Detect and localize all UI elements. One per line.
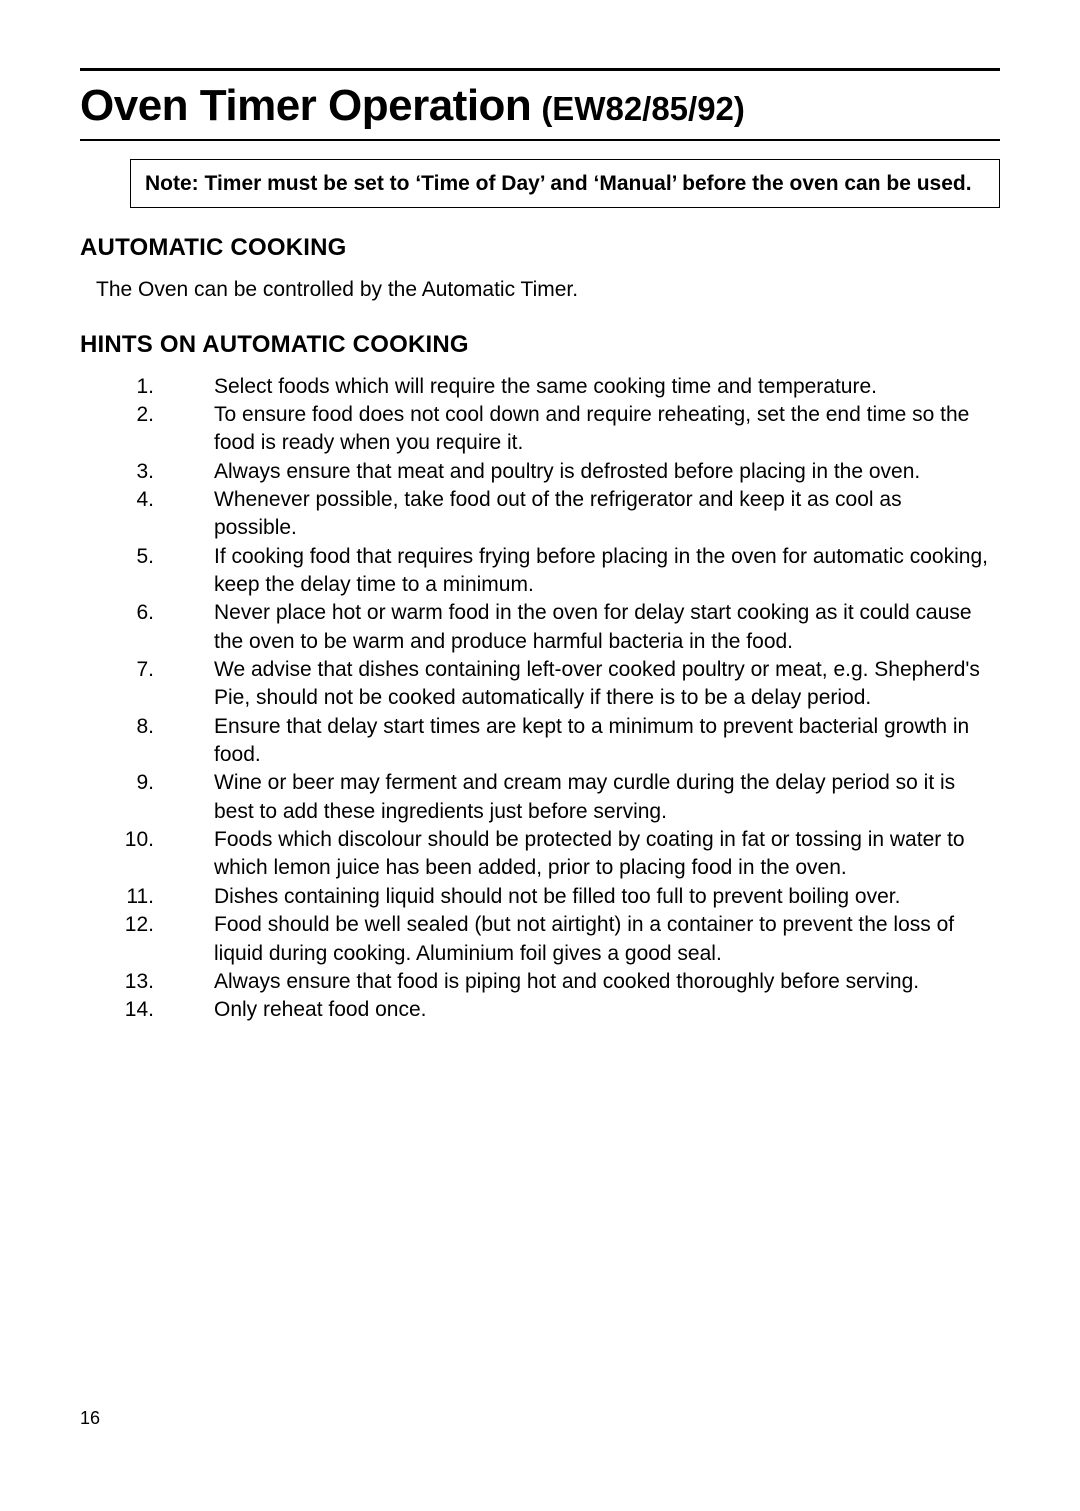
list-number: 8.	[118, 713, 214, 770]
list-number: 12.	[118, 911, 214, 968]
list-item: 5.If cooking food that requires frying b…	[118, 543, 1000, 600]
list-number: 5.	[118, 543, 214, 600]
list-item: 6.Never place hot or warm food in the ov…	[118, 599, 1000, 656]
list-item: 9.Wine or beer may ferment and cream may…	[118, 769, 1000, 826]
list-number: 4.	[118, 486, 214, 543]
list-text: Only reheat food once.	[214, 996, 1000, 1024]
list-number: 6.	[118, 599, 214, 656]
list-text: Food should be well sealed (but not airt…	[214, 911, 1000, 968]
list-text: To ensure food does not cool down and re…	[214, 401, 1000, 458]
title-rule-top	[80, 68, 1000, 71]
list-item: 2.To ensure food does not cool down and …	[118, 401, 1000, 458]
list-text: Always ensure that food is piping hot an…	[214, 968, 1000, 996]
list-number: 1.	[118, 373, 214, 401]
list-item: 7.We advise that dishes containing left-…	[118, 656, 1000, 713]
list-text: Whenever possible, take food out of the …	[214, 486, 1000, 543]
list-item: 8.Ensure that delay start times are kept…	[118, 713, 1000, 770]
section-heading-automatic: AUTOMATIC COOKING	[80, 234, 1000, 262]
list-number: 10.	[118, 826, 214, 883]
note-text: Note: Timer must be set to ‘Time of Day’…	[145, 172, 972, 195]
list-number: 13.	[118, 968, 214, 996]
page-number: 16	[80, 1408, 100, 1429]
list-text: If cooking food that requires frying bef…	[214, 543, 1000, 600]
list-number: 7.	[118, 656, 214, 713]
document-page: Oven Timer Operation (EW82/85/92) Note: …	[0, 0, 1080, 1025]
list-text: Never place hot or warm food in the oven…	[214, 599, 1000, 656]
list-item: 12.Food should be well sealed (but not a…	[118, 911, 1000, 968]
list-text: Wine or beer may ferment and cream may c…	[214, 769, 1000, 826]
list-text: Ensure that delay start times are kept t…	[214, 713, 1000, 770]
note-box: Note: Timer must be set to ‘Time of Day’…	[130, 159, 1000, 208]
list-number: 3.	[118, 458, 214, 486]
title-main: Oven Timer Operation	[80, 81, 531, 131]
list-number: 9.	[118, 769, 214, 826]
list-item: 1.Select foods which will require the sa…	[118, 373, 1000, 401]
list-item: 11.Dishes containing liquid should not b…	[118, 883, 1000, 911]
automatic-cooking-body: The Oven can be controlled by the Automa…	[96, 276, 1000, 304]
list-number: 11.	[118, 883, 214, 911]
title-sub: (EW82/85/92)	[541, 90, 745, 128]
page-title: Oven Timer Operation (EW82/85/92)	[80, 77, 1000, 137]
list-item: 3.Always ensure that meat and poultry is…	[118, 458, 1000, 486]
list-number: 14.	[118, 996, 214, 1024]
list-item: 13.Always ensure that food is piping hot…	[118, 968, 1000, 996]
list-text: Dishes containing liquid should not be f…	[214, 883, 1000, 911]
list-text: We advise that dishes containing left-ov…	[214, 656, 1000, 713]
list-item: 10.Foods which discolour should be prote…	[118, 826, 1000, 883]
list-text: Foods which discolour should be protecte…	[214, 826, 1000, 883]
list-item: 14.Only reheat food once.	[118, 996, 1000, 1024]
list-text: Always ensure that meat and poultry is d…	[214, 458, 1000, 486]
list-item: 4.Whenever possible, take food out of th…	[118, 486, 1000, 543]
list-text: Select foods which will require the same…	[214, 373, 1000, 401]
list-number: 2.	[118, 401, 214, 458]
section-heading-hints: HINTS ON AUTOMATIC COOKING	[80, 331, 1000, 359]
title-rule-bottom	[80, 139, 1000, 141]
hints-list: 1.Select foods which will require the sa…	[118, 373, 1000, 1025]
